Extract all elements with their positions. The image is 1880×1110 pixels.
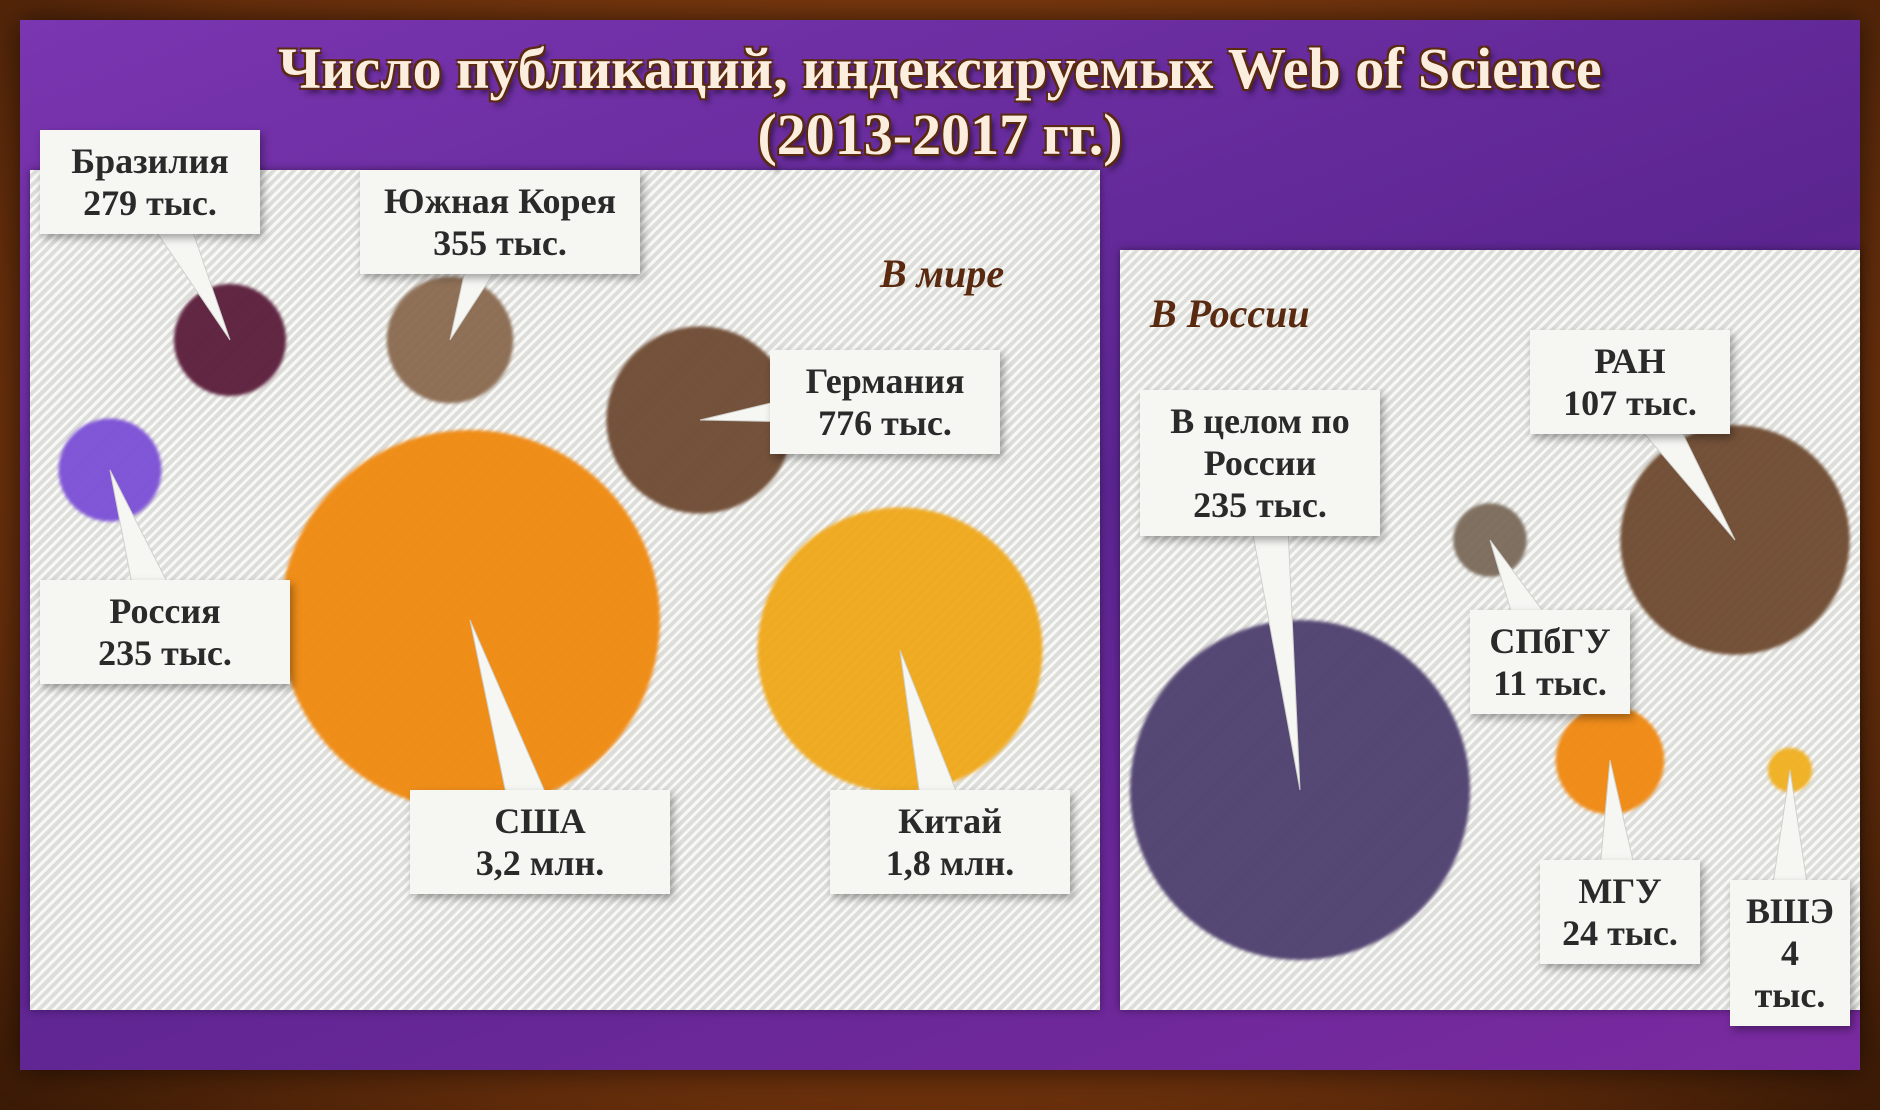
callout: Германия 776 тыс. bbox=[770, 350, 1000, 454]
callout: Бразилия 279 тыс. bbox=[40, 130, 260, 234]
subtitle: (2013-2017 гг.) bbox=[757, 102, 1123, 167]
callout-name: МГУ bbox=[1578, 871, 1662, 911]
callout-value: 1,8 млн. bbox=[885, 843, 1015, 883]
callout-name: РАН bbox=[1594, 341, 1666, 381]
callout-name: Россия bbox=[109, 591, 221, 631]
callout: Южная Корея 355 тыс. bbox=[360, 170, 640, 274]
callout: В целом по России 235 тыс. bbox=[1140, 390, 1380, 536]
callout: США 3,2 млн. bbox=[410, 790, 670, 894]
callout-value: 4 тыс. bbox=[1754, 933, 1826, 1015]
title: Число публикаций, индексируемых Web of S… bbox=[278, 36, 1602, 101]
callout-value: 107 тыс. bbox=[1563, 383, 1697, 423]
callout-name: США bbox=[494, 801, 586, 841]
callout: Россия 235 тыс. bbox=[40, 580, 290, 684]
callout: Китай 1,8 млн. bbox=[830, 790, 1070, 894]
callout-value: 355 тыс. bbox=[433, 223, 567, 263]
callout: МГУ 24 тыс. bbox=[1540, 860, 1700, 964]
callout-name: СПбГУ bbox=[1489, 621, 1611, 661]
callout-name: ВШЭ bbox=[1746, 891, 1834, 931]
callout-value: 235 тыс. bbox=[98, 633, 232, 673]
callout-name: Бразилия bbox=[71, 141, 229, 181]
callout-name: Южная Корея bbox=[383, 181, 617, 221]
callout-value: 279 тыс. bbox=[83, 183, 217, 223]
callout-value: 3,2 млн. bbox=[475, 843, 605, 883]
title-block: Число публикаций, индексируемых Web of S… bbox=[0, 36, 1880, 168]
callout-value: 11 тыс. bbox=[1493, 663, 1607, 703]
callout: РАН 107 тыс. bbox=[1530, 330, 1730, 434]
callout-name: Китай bbox=[898, 801, 1002, 841]
callout-value: 235 тыс. bbox=[1193, 485, 1327, 525]
panel-heading: В мире bbox=[880, 251, 1005, 296]
callout-value: 776 тыс. bbox=[818, 403, 952, 443]
panel-heading: В России bbox=[1150, 291, 1310, 336]
callout-value: 24 тыс. bbox=[1562, 913, 1678, 953]
callout-name: В целом по России bbox=[1170, 401, 1350, 483]
callout-name: Германия bbox=[805, 361, 965, 401]
callout: СПбГУ 11 тыс. bbox=[1470, 610, 1630, 714]
callout: ВШЭ 4 тыс. bbox=[1730, 880, 1850, 1026]
